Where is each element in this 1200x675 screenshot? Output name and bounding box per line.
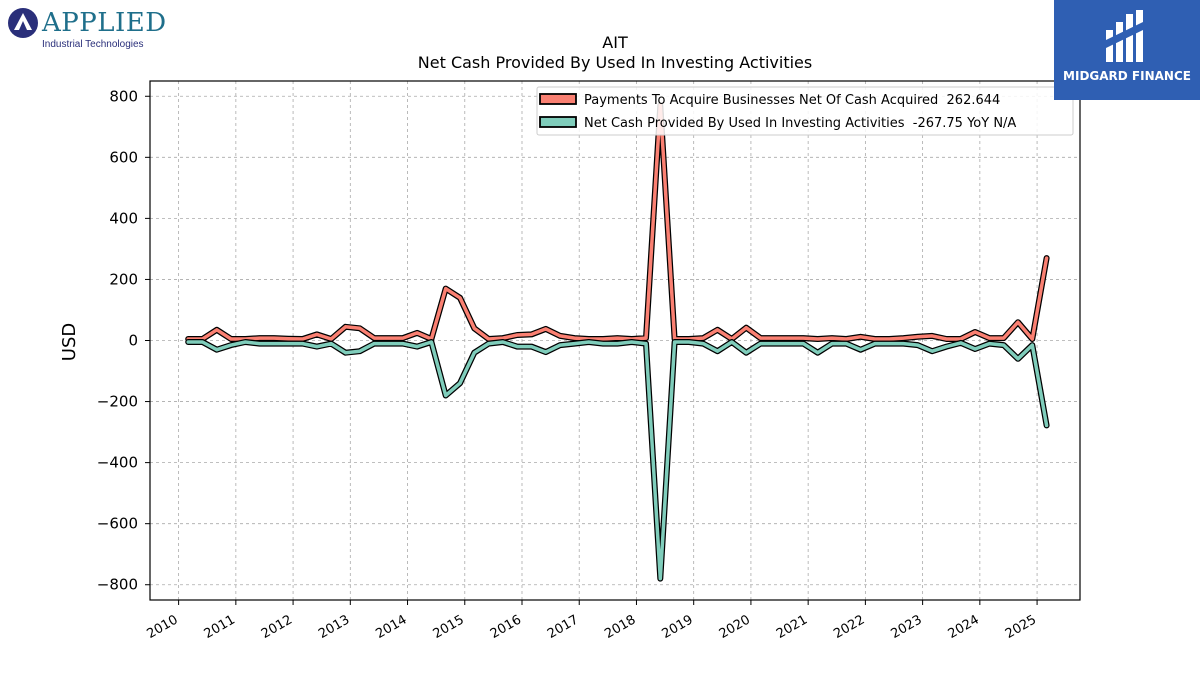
x-tick-label: 2019 [660,612,696,642]
x-tick-label: 2011 [202,612,238,642]
y-tick-label: −400 [97,454,138,472]
midgard-emblem-icon [1106,10,1143,62]
y-tick-label: −800 [97,576,138,594]
x-tick-label: 2020 [717,612,753,642]
applied-brand-text: APPLIED [42,8,167,38]
series-stroke [186,340,1049,581]
legend-label-payments: Payments To Acquire Businesses Net Of Ca… [584,93,1000,108]
x-tick-label: 2024 [946,612,982,642]
x-tick-label: 2017 [545,612,581,642]
legend-swatch-payments [539,93,577,105]
y-tick-label: 400 [109,209,138,227]
applied-emblem-icon [8,8,38,38]
y-tick-label: 800 [109,87,138,105]
legend-label-net-cash: Net Cash Provided By Used In Investing A… [584,116,1016,131]
legend-swatch-net-cash [539,116,577,128]
series-payments-line [185,102,1050,342]
midgard-logo: MIDGARD FINANCE [1054,0,1200,100]
x-tick-label: 2022 [831,612,867,642]
legend-box [536,86,1074,136]
midgard-brand-text: MIDGARD FINANCE [1063,69,1191,83]
y-tick-label: −600 [97,515,138,533]
x-tick-label: 2015 [431,612,467,642]
chart-subtitle: Net Cash Provided By Used In Investing A… [418,53,812,72]
series-layer [185,102,1050,582]
y-tick-label: 200 [109,270,138,288]
series-net-cash-line [185,339,1050,582]
x-tick-label: 2013 [316,612,352,642]
x-tick-label: 2014 [373,612,409,642]
series-outline [185,102,1050,342]
legend: Payments To Acquire Businesses Net Of Ca… [536,86,1074,136]
x-tick-label: 2016 [488,612,524,642]
x-tick-label: 2023 [888,612,924,642]
applied-logo: APPLIED Industrial Technologies [6,6,166,52]
x-tick-label: 2012 [259,612,295,642]
y-axis: 800 600 400 200 0 −200 −400 −600 −800 [97,87,150,594]
y-tick-label: 600 [109,148,138,166]
y-tick-label: 0 [128,332,138,350]
x-tick-label: 2021 [774,612,810,642]
chart-title: AIT [602,33,628,52]
series-outline [185,339,1050,582]
applied-brand-subtext: Industrial Technologies [42,39,144,50]
x-tick-label: 2025 [1003,612,1039,642]
x-axis: 2010 2011 2012 2013 2014 2015 2016 2017 2018 2019… [144,600,1039,642]
series-stroke [186,103,1049,341]
x-tick-label: 2018 [602,612,638,642]
y-axis-label: USD [59,323,80,361]
y-tick-label: −200 [97,393,138,411]
x-tick-label: 2010 [144,612,180,642]
